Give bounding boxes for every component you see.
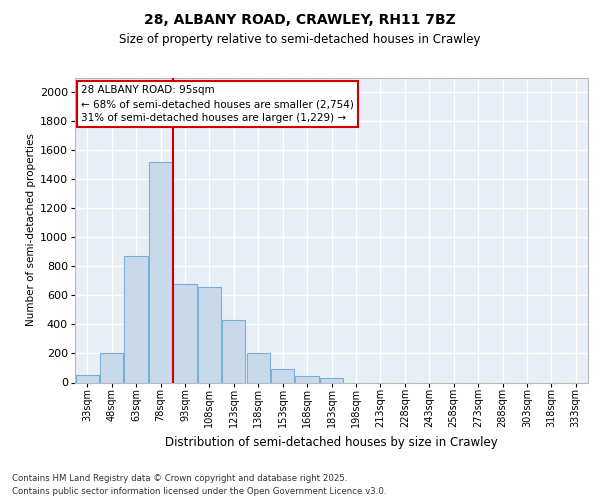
- Bar: [198, 286, 221, 382]
- Text: Contains HM Land Registry data © Crown copyright and database right 2025.: Contains HM Land Registry data © Crown c…: [12, 474, 347, 483]
- Bar: [76, 375, 99, 382]
- Text: 28, ALBANY ROAD, CRAWLEY, RH11 7BZ: 28, ALBANY ROAD, CRAWLEY, RH11 7BZ: [144, 12, 456, 26]
- Bar: [320, 378, 343, 382]
- Bar: [222, 320, 245, 382]
- Bar: [149, 162, 172, 382]
- Bar: [100, 354, 123, 382]
- Text: Contains public sector information licensed under the Open Government Licence v3: Contains public sector information licen…: [12, 487, 386, 496]
- Bar: [271, 370, 294, 382]
- Bar: [124, 256, 148, 382]
- X-axis label: Distribution of semi-detached houses by size in Crawley: Distribution of semi-detached houses by …: [165, 436, 498, 449]
- Bar: [247, 354, 270, 382]
- Bar: [173, 284, 197, 382]
- Text: 28 ALBANY ROAD: 95sqm
← 68% of semi-detached houses are smaller (2,754)
31% of s: 28 ALBANY ROAD: 95sqm ← 68% of semi-deta…: [81, 85, 354, 123]
- Bar: [295, 376, 319, 382]
- Text: Size of property relative to semi-detached houses in Crawley: Size of property relative to semi-detach…: [119, 32, 481, 46]
- Y-axis label: Number of semi-detached properties: Number of semi-detached properties: [26, 134, 36, 326]
